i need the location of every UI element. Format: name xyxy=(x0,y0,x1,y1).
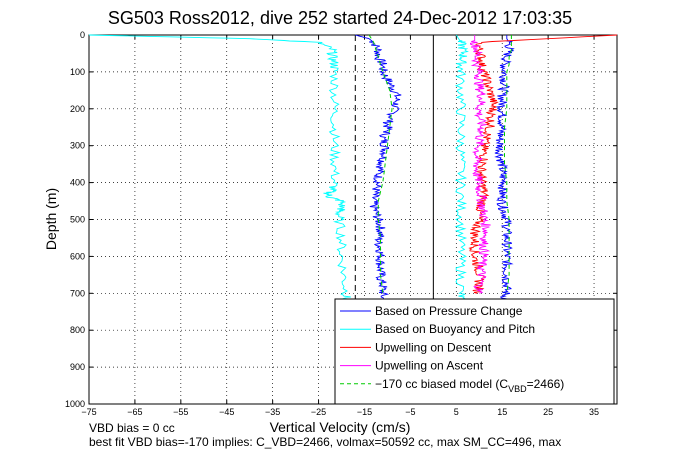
legend: Based on Pressure Change Based on Buoyanc… xyxy=(334,298,615,405)
x-axis-label: Vertical Velocity (cm/s) xyxy=(270,419,411,435)
x-tick-label: −75 xyxy=(81,407,96,417)
series-line xyxy=(454,34,469,302)
y-tick-label: 0 xyxy=(80,30,85,40)
y-tick-label: 100 xyxy=(70,67,85,77)
y-tick-label: 800 xyxy=(70,325,85,335)
x-tick-label: 15 xyxy=(497,407,507,417)
series-line xyxy=(88,34,351,301)
legend-label: −170 cc biased model (CVBD=2466) xyxy=(375,377,564,394)
series-line xyxy=(470,35,491,294)
chart-title: SG503 Ross2012, dive 252 started 24-Dec-… xyxy=(108,8,572,28)
legend-label-text: Based on Pressure Change xyxy=(375,304,523,318)
x-tick-label: 35 xyxy=(589,407,599,417)
footer-vbd-bias: VBD bias = 0 cc xyxy=(89,421,175,435)
legend-label: Based on Buoyancy and Pitch xyxy=(375,322,535,336)
y-tick-label: 1000 xyxy=(65,399,85,409)
x-tick-label: −35 xyxy=(265,407,280,417)
x-tick-label: −65 xyxy=(127,407,142,417)
series-line xyxy=(355,34,402,302)
y-tick-label: 700 xyxy=(70,288,85,298)
x-tick-label: −45 xyxy=(219,407,234,417)
series-line xyxy=(504,35,512,294)
x-tick-label: −55 xyxy=(173,407,188,417)
y-tick-label: 900 xyxy=(70,362,85,372)
legend-label-suffix: =2466) xyxy=(527,377,565,391)
x-tick-label: −25 xyxy=(311,407,326,417)
legend-label-text: −170 cc biased model (C xyxy=(375,377,508,391)
legend-label-text: Based on Buoyancy and Pitch xyxy=(375,322,535,336)
y-tick-label: 600 xyxy=(70,251,85,261)
x-tick-label: −15 xyxy=(357,407,372,417)
legend-label: Upwelling on Ascent xyxy=(375,359,484,373)
y-axis-label: Depth (m) xyxy=(43,188,59,250)
legend-label-subscript: VBD xyxy=(508,384,527,394)
legend-label: Upwelling on Descent xyxy=(375,340,492,354)
y-tick-label: 200 xyxy=(70,104,85,114)
axis-ticks: −75 −65 −55 −45 −35 −25 −15 −5 5 15 25 350100200300… xyxy=(65,30,617,417)
legend-box xyxy=(334,298,615,405)
legend-label-text: Upwelling on Descent xyxy=(375,340,492,354)
legend-label-text: Upwelling on Ascent xyxy=(375,359,484,373)
series-layer xyxy=(88,34,618,302)
x-tick-label: 5 xyxy=(454,407,459,417)
x-tick-label: 25 xyxy=(543,407,553,417)
series-line xyxy=(468,34,618,294)
series-line xyxy=(368,34,393,294)
series-line xyxy=(494,35,515,302)
y-tick-label: 300 xyxy=(70,141,85,151)
legend-label: Based on Pressure Change xyxy=(375,304,523,318)
y-tick-label: 500 xyxy=(70,215,85,225)
footer-best-fit: best fit VBD bias=-170 implies: C_VBD=24… xyxy=(89,435,561,449)
y-tick-label: 400 xyxy=(70,178,85,188)
x-tick-label: −5 xyxy=(405,407,415,417)
